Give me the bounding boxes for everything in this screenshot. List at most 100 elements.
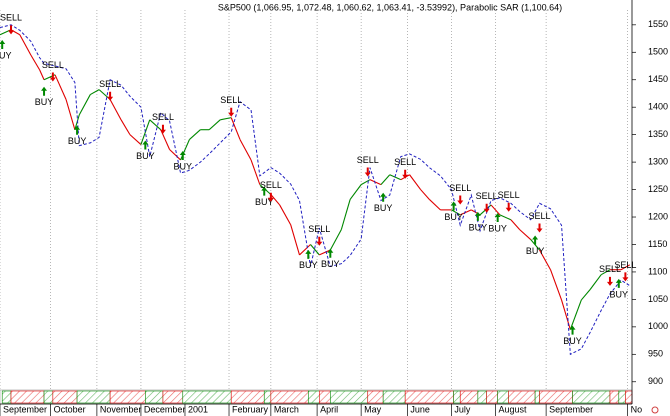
regime-block (145, 390, 164, 404)
regime-block (1, 390, 12, 404)
price-segment (539, 249, 552, 271)
signal-arrow (228, 107, 235, 117)
signal-label: SELL (0, 13, 22, 23)
price-segment (451, 209, 461, 216)
signal-arrow (41, 86, 48, 96)
price-segment (550, 269, 563, 301)
price-segment (460, 209, 472, 216)
signal-label: BUY (610, 289, 629, 299)
signal-label: BUY (469, 222, 488, 232)
signal-arrow (536, 223, 543, 233)
price-segment (530, 239, 540, 251)
price-segment (519, 229, 532, 240)
regime-block (43, 390, 54, 404)
price-segment (54, 74, 67, 100)
regime-block (367, 390, 384, 404)
price-segment (279, 204, 292, 225)
regime-block (230, 390, 265, 404)
signal-label: SELL (357, 155, 379, 165)
price-segment (360, 179, 371, 186)
x-tick-label: December (144, 404, 186, 414)
signal-arrow (450, 201, 457, 211)
signal-arrow (8, 25, 15, 35)
regime-block (497, 390, 509, 404)
regime-block (625, 390, 633, 404)
x-tick-label: April (320, 404, 338, 414)
signal-label: BUY (321, 259, 340, 269)
price-segment (74, 114, 80, 130)
price-segment (290, 224, 301, 256)
price-segment (589, 274, 602, 290)
price-segment (340, 199, 351, 230)
x-tick-label: August (498, 404, 527, 414)
signal-arrow (179, 150, 186, 160)
price-segment (429, 199, 441, 211)
signal-label: SELL (260, 180, 282, 190)
regime-block (572, 390, 611, 404)
price-segment (499, 214, 512, 221)
signal-label: SELL (449, 183, 471, 193)
price-segment (78, 94, 91, 116)
signal-arrow (261, 186, 268, 196)
price-segment (389, 174, 402, 181)
signal-arrow (327, 248, 334, 258)
x-tick-label: May (364, 404, 382, 414)
signal-arrow (107, 91, 114, 101)
footer-icon (651, 406, 659, 414)
signal-label: BUY (255, 197, 274, 207)
signal-arrow (606, 276, 613, 286)
price-segment (380, 174, 391, 185)
signal-label: BUY (299, 260, 318, 270)
price-segment (620, 264, 631, 271)
price-segment (409, 174, 422, 190)
x-tick-label: 2001 (188, 404, 208, 414)
y-tick-label: 1400 (648, 102, 668, 112)
regime-block (453, 390, 461, 404)
price-segment (310, 244, 320, 256)
price-segment (580, 289, 591, 301)
price-segment (349, 184, 362, 200)
y-tick-label: 1550 (648, 19, 668, 29)
price-segment (109, 99, 122, 121)
y-tick-label: 950 (648, 349, 663, 359)
regime-block (109, 390, 146, 404)
regime-block (459, 390, 479, 404)
x-tick-label: October (54, 404, 86, 414)
regime-block (539, 390, 573, 404)
signal-arrow (474, 211, 481, 221)
y-tick-label: 1100 (648, 266, 667, 276)
regime-block (10, 390, 45, 404)
y-tick-label: 1500 (648, 47, 668, 57)
signal-arrow (316, 236, 323, 246)
price-segment (90, 89, 100, 96)
regime-block (477, 390, 487, 404)
chart-title: S&P500 (1,066.95, 1,072.48, 1,060.62, 1,… (218, 2, 562, 12)
price-segment (270, 194, 281, 206)
regime-block (330, 390, 369, 404)
regime-block (609, 390, 620, 404)
price-segment (490, 204, 501, 216)
signal-arrow (615, 278, 622, 288)
signal-label: BUY (68, 136, 87, 146)
price-segment (169, 149, 181, 161)
price-segment (299, 244, 311, 256)
regime-block (307, 390, 320, 404)
y-tick-label: 1150 (648, 239, 667, 249)
price-segment (208, 119, 221, 131)
price-segment (65, 99, 76, 130)
regime-block (162, 390, 184, 404)
y-tick-label: 1200 (648, 211, 668, 221)
signal-arrow (494, 213, 501, 223)
signal-arrow (532, 235, 539, 245)
signal-label: BUY (563, 336, 582, 346)
sar-line (0, 24, 631, 356)
price-segment (561, 299, 571, 330)
x-tick-label: June (410, 404, 430, 414)
price-segment (230, 117, 241, 140)
signal-label: SELL (476, 191, 498, 201)
signal-label: SELL (498, 190, 520, 200)
signal-arrow (380, 192, 387, 202)
x-tick-label: November (100, 404, 142, 414)
signal-label: SELL (99, 79, 121, 89)
